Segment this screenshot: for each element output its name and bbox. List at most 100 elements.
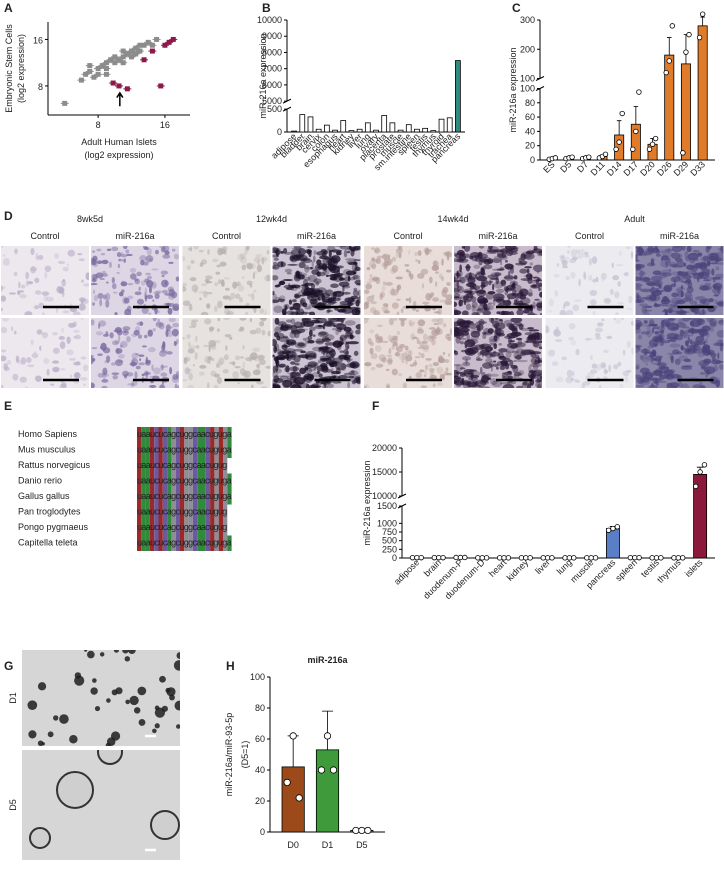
y-tick-label: 60 bbox=[525, 112, 535, 122]
bar bbox=[447, 118, 452, 132]
texture bbox=[168, 262, 174, 264]
texture bbox=[88, 382, 95, 388]
texture bbox=[175, 384, 178, 390]
texture bbox=[126, 336, 131, 342]
texture bbox=[101, 386, 107, 390]
bar bbox=[698, 26, 707, 160]
texture bbox=[599, 385, 601, 389]
texture bbox=[313, 250, 316, 255]
error-bar bbox=[634, 106, 639, 124]
texture bbox=[513, 360, 517, 362]
texture bbox=[603, 350, 609, 353]
texture bbox=[472, 312, 480, 317]
texture bbox=[414, 359, 416, 366]
texture bbox=[204, 318, 211, 324]
texture bbox=[34, 278, 39, 283]
texture bbox=[481, 375, 489, 383]
texture bbox=[484, 308, 489, 311]
texture bbox=[223, 277, 230, 279]
texture bbox=[493, 335, 497, 341]
y-tick-label: 200 bbox=[520, 44, 535, 54]
texture bbox=[434, 311, 440, 313]
cyst bbox=[151, 811, 179, 839]
texture bbox=[285, 269, 292, 273]
texture bbox=[317, 370, 320, 374]
x-tick-label: islets bbox=[683, 557, 705, 579]
texture bbox=[435, 281, 437, 287]
cluster bbox=[69, 735, 78, 744]
texture bbox=[537, 250, 543, 256]
texture bbox=[566, 276, 570, 280]
texture bbox=[294, 293, 299, 298]
texture bbox=[494, 322, 505, 330]
species-name: Mus musculus bbox=[18, 445, 76, 455]
texture bbox=[549, 299, 554, 307]
texture bbox=[383, 281, 386, 285]
x-tick-label: D33 bbox=[688, 159, 707, 178]
data-point bbox=[324, 733, 330, 739]
texture bbox=[496, 367, 499, 370]
texture bbox=[276, 248, 282, 255]
texture bbox=[488, 244, 493, 250]
texture bbox=[350, 249, 354, 257]
texture bbox=[571, 340, 577, 345]
texture bbox=[462, 362, 470, 367]
texture bbox=[260, 308, 265, 314]
texture bbox=[559, 255, 565, 259]
y-tick-label: 8 bbox=[38, 82, 43, 92]
texture bbox=[139, 358, 141, 361]
species-name: Gallus gallus bbox=[18, 491, 70, 501]
texture bbox=[519, 269, 527, 274]
texture bbox=[160, 372, 167, 376]
y-tick-label: 100 bbox=[520, 84, 535, 94]
texture bbox=[667, 333, 679, 338]
texture bbox=[293, 307, 295, 310]
texture bbox=[615, 318, 621, 323]
texture bbox=[613, 364, 618, 369]
texture bbox=[1, 349, 6, 352]
cluster bbox=[134, 707, 140, 713]
texture bbox=[104, 360, 109, 363]
texture bbox=[703, 348, 711, 356]
sequence: uaaucucagcuggcaacugug bbox=[137, 460, 227, 470]
texture bbox=[307, 246, 313, 248]
texture bbox=[702, 309, 704, 315]
texture bbox=[431, 319, 439, 323]
cluster bbox=[165, 688, 170, 693]
texture bbox=[469, 256, 473, 260]
texture bbox=[199, 250, 204, 253]
panel-label: H bbox=[226, 659, 235, 673]
texture bbox=[464, 294, 474, 301]
y-tick-label: 750 bbox=[382, 527, 397, 537]
texture bbox=[302, 277, 310, 281]
texture bbox=[165, 329, 168, 337]
texture bbox=[109, 262, 112, 269]
texture bbox=[514, 299, 518, 305]
texture bbox=[348, 376, 355, 378]
point bbox=[117, 83, 122, 88]
texture bbox=[468, 324, 477, 329]
texture bbox=[60, 384, 67, 390]
texture bbox=[25, 386, 27, 389]
data-point bbox=[611, 526, 616, 531]
texture bbox=[672, 245, 682, 252]
texture bbox=[704, 341, 706, 345]
texture bbox=[532, 301, 536, 309]
texture bbox=[182, 379, 188, 381]
texture bbox=[172, 323, 179, 327]
texture bbox=[438, 355, 443, 363]
texture bbox=[174, 254, 179, 260]
texture bbox=[213, 385, 218, 390]
texture bbox=[346, 341, 348, 344]
texture bbox=[561, 356, 567, 360]
texture bbox=[134, 330, 140, 336]
texture bbox=[30, 248, 34, 255]
texture bbox=[4, 367, 10, 372]
texture bbox=[567, 370, 573, 377]
texture bbox=[390, 289, 396, 295]
texture bbox=[408, 270, 411, 277]
texture bbox=[371, 247, 373, 250]
texture bbox=[675, 359, 681, 365]
texture bbox=[534, 299, 540, 301]
texture bbox=[90, 319, 94, 325]
